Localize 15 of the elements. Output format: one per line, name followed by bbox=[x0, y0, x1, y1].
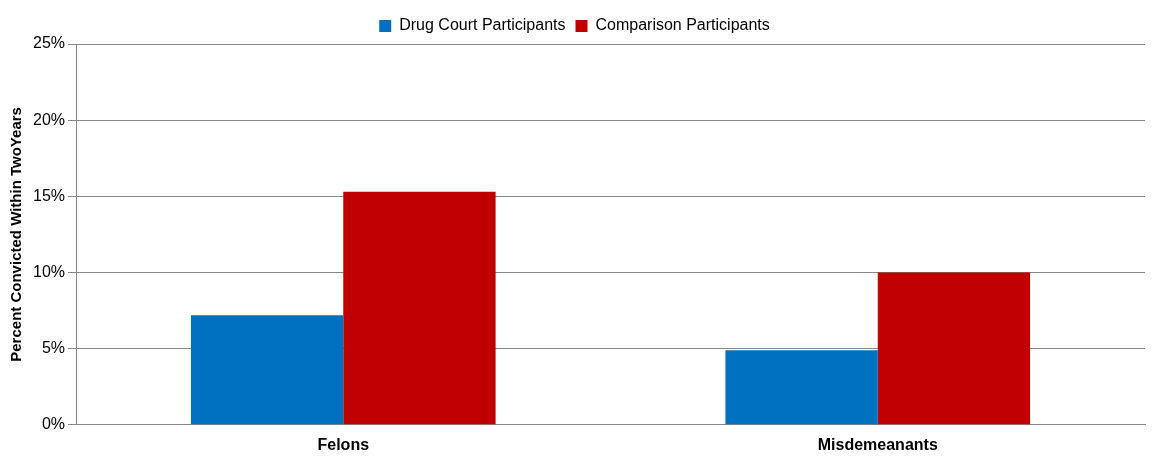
y-tick-label: 0% bbox=[41, 415, 66, 433]
y-tick-label: 25% bbox=[32, 34, 66, 52]
bar bbox=[725, 350, 878, 425]
y-tick-label: 20% bbox=[32, 110, 66, 128]
x-tick-label: Felons bbox=[317, 435, 370, 453]
y-tick-label: 5% bbox=[41, 339, 66, 357]
bar bbox=[190, 315, 344, 425]
legend-label: Comparison Participants bbox=[595, 16, 770, 34]
y-tick-label: 10% bbox=[32, 262, 66, 280]
bar bbox=[877, 272, 1031, 425]
bar bbox=[343, 191, 496, 425]
legend-label: Drug Court Participants bbox=[399, 16, 566, 34]
y-axis-title: Percent Convicted Within TwoYears bbox=[7, 107, 25, 362]
y-tick-label: 15% bbox=[32, 186, 66, 204]
x-tick-label: Misdemeanants bbox=[817, 435, 938, 453]
